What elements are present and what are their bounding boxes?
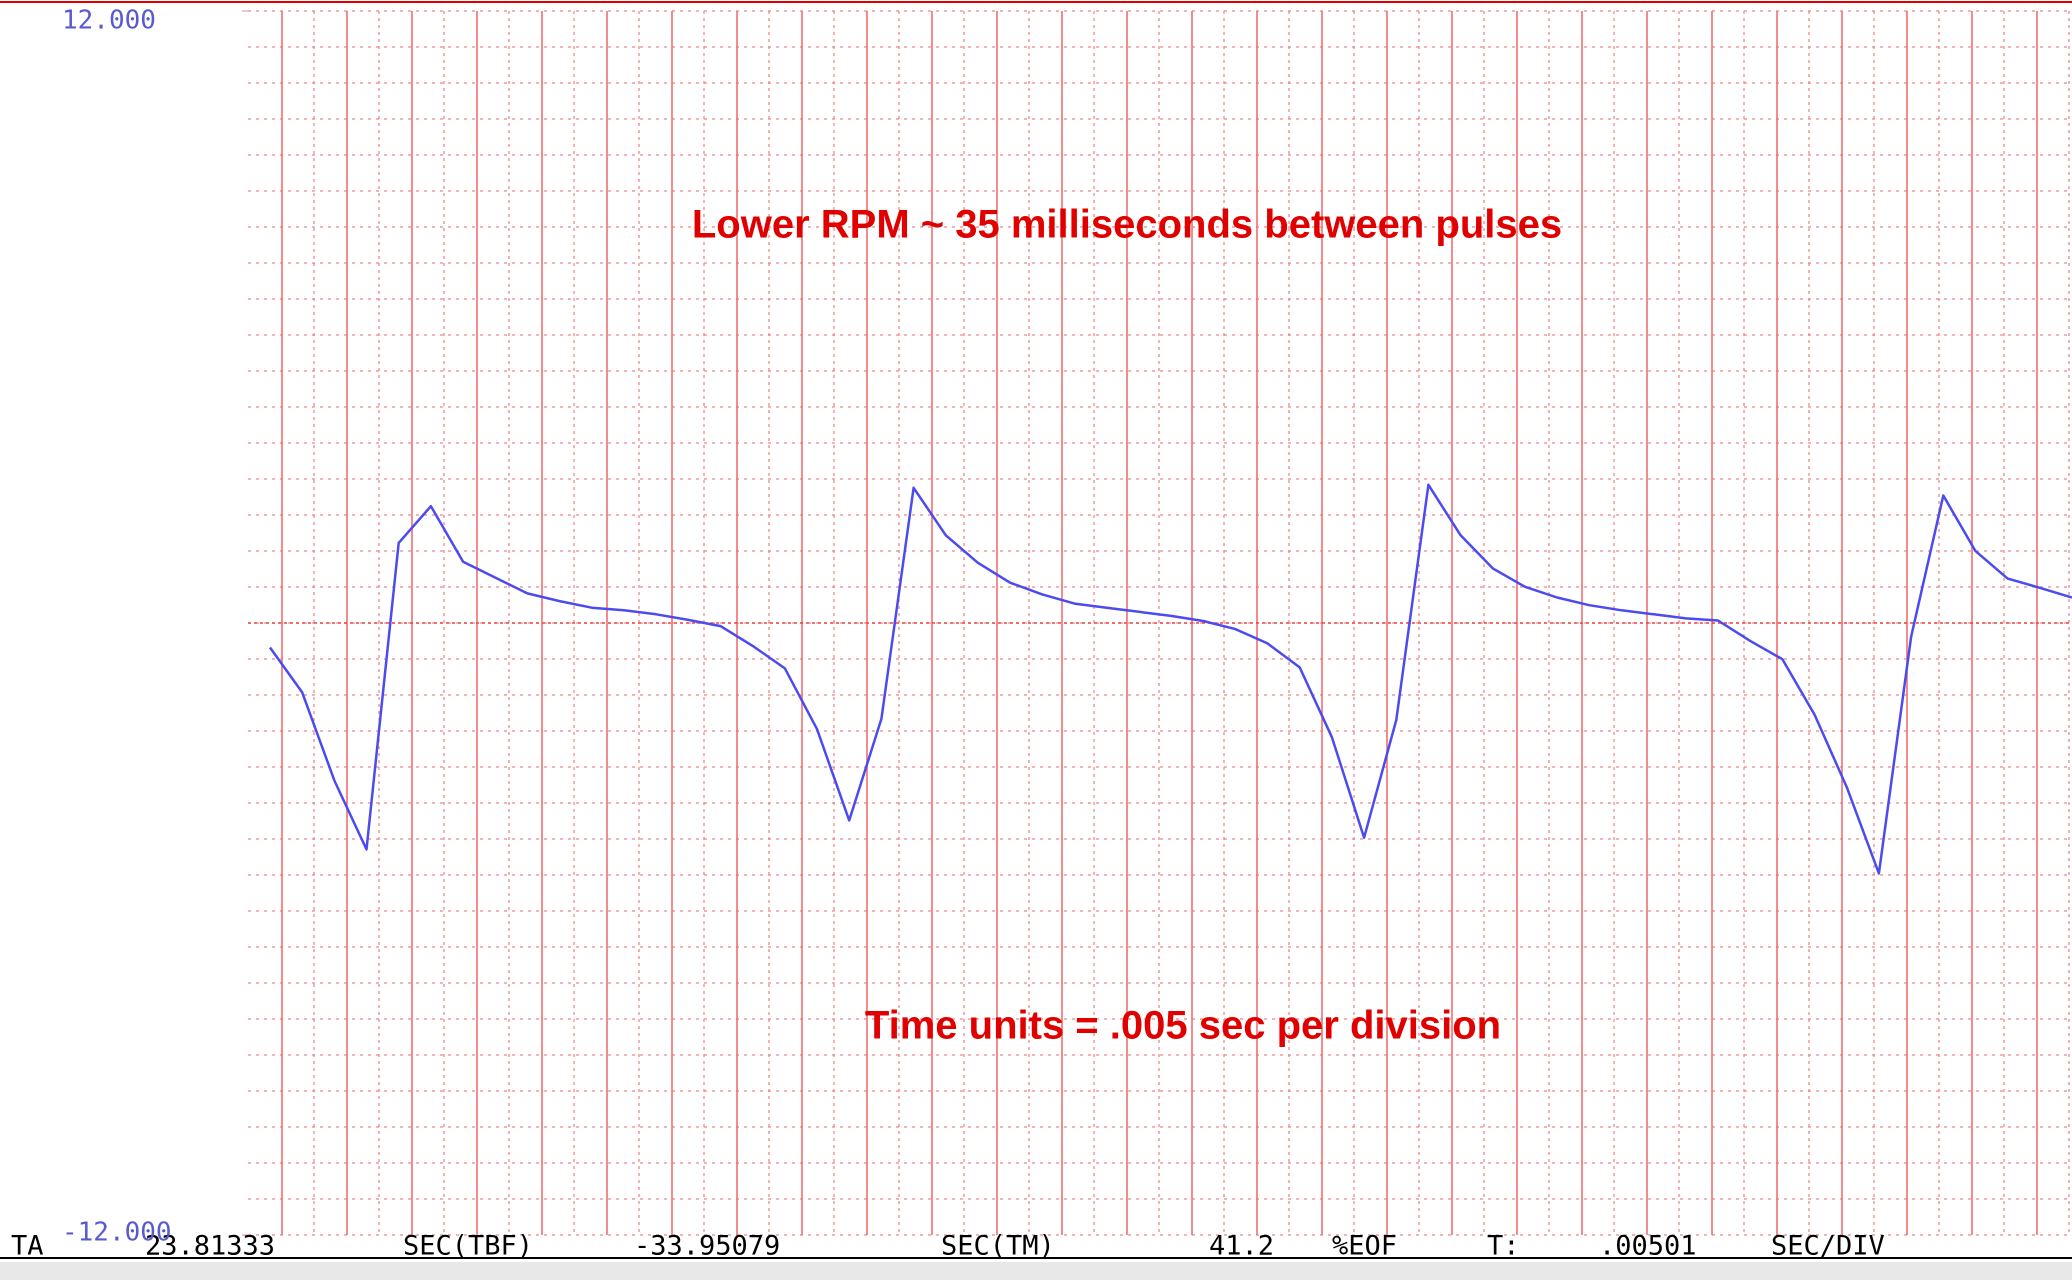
y-tick-label: 12.000 bbox=[62, 6, 156, 36]
annotation: Lower RPM ~ 35 milliseconds between puls… bbox=[692, 203, 1562, 247]
status-field: -33.95079 bbox=[634, 1231, 780, 1262]
waveform bbox=[268, 483, 2072, 875]
status-field: SEC(TBF) bbox=[403, 1231, 533, 1262]
grid bbox=[242, 10, 2072, 1236]
annotation: Time units = .005 sec per division bbox=[865, 1004, 1501, 1048]
status-field: SEC(TM) bbox=[941, 1231, 1055, 1262]
bottom-strip bbox=[0, 1262, 2072, 1280]
status-field: 41.2 bbox=[1209, 1231, 1274, 1262]
status-field: SEC/DIV bbox=[1771, 1231, 1885, 1262]
status-field: .00501 bbox=[1599, 1231, 1697, 1262]
y-tick-label: -12.000 bbox=[62, 1218, 172, 1248]
status-field: %EOF bbox=[1332, 1231, 1397, 1262]
status-field: T: bbox=[1487, 1231, 1520, 1262]
plot bbox=[268, 483, 2072, 875]
status-field: 23.81333 bbox=[145, 1231, 275, 1262]
status-field: TA bbox=[11, 1231, 44, 1262]
status-bar: TA 23.81333 SEC(TBF) -33.95079 SEC(TM) 41.2 %E… bbox=[11, 1231, 1885, 1262]
